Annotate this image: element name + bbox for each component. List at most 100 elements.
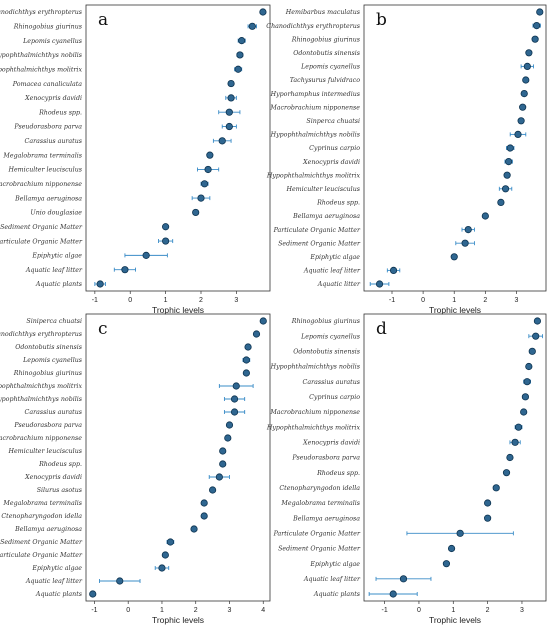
species-label: Hemibarbus maculatus [285, 9, 361, 16]
x-tick-label: 2 [486, 607, 490, 614]
species-label: Particulate Organic Matter [0, 552, 83, 559]
data-point [450, 253, 458, 261]
species-label: Lepomis cyanellus [22, 357, 83, 364]
data-point [230, 395, 239, 403]
data-point [259, 8, 267, 16]
panel-label: b [376, 10, 387, 30]
x-tick-label: 3 [228, 607, 232, 614]
data-point [225, 122, 233, 131]
species-label: Megalobrama terminalis [2, 152, 82, 159]
panel-label: c [98, 319, 108, 339]
species-label: Bellamya aeruginosa [292, 213, 360, 220]
species-label: Rhinogobius giurinus [13, 370, 83, 377]
species-label: Tachysurus fulvidraco [290, 77, 360, 84]
data-point [242, 369, 250, 377]
data-point [162, 223, 170, 231]
species-label: Sediment Organic Matter [278, 546, 361, 553]
data-point [389, 590, 397, 598]
species-label: Hypophthalmichthys molitrix [0, 66, 82, 73]
data-point [204, 165, 212, 174]
x-axis-label: Trophic levels [429, 305, 481, 315]
data-point [224, 434, 232, 442]
data-point [225, 108, 233, 116]
data-point [533, 21, 541, 30]
species-label: Pseudorasbora parva [291, 455, 360, 462]
x-tick-label: 4 [261, 607, 265, 614]
species-label: Silurus asotus [37, 487, 83, 494]
data-point [528, 347, 536, 355]
species-label: Odontobutis sinensis [293, 50, 361, 57]
species-label: Hypophthalmichthys nobilis [270, 132, 361, 139]
species-label: Sediment Organic Matter [278, 240, 361, 247]
data-point [375, 280, 384, 288]
species-label: Chanodichthys erythropterus [266, 23, 361, 30]
data-point [200, 499, 208, 507]
data-point [192, 208, 200, 217]
species-label: Aquatic leaf litter [25, 267, 83, 274]
species-label: Aquatic leaf litter [25, 578, 83, 585]
x-tick-label: 1 [160, 607, 164, 614]
data-point [209, 486, 217, 494]
data-point [158, 564, 166, 572]
species-label: Pomacea canaliculata [12, 81, 83, 88]
species-label: Bellamya aeruginosa [14, 195, 82, 202]
data-point [501, 185, 510, 193]
data-point [219, 460, 227, 468]
species-label: Aquatic plants [35, 591, 83, 598]
data-point [215, 473, 223, 481]
data-point [219, 447, 227, 455]
data-point [481, 212, 489, 220]
species-label: Carassius auratus [303, 379, 361, 386]
data-point [162, 237, 170, 245]
species-label: Hemiculter leucisculus [7, 167, 82, 174]
species-label: Pseudorasbora parva [13, 422, 82, 429]
x-axis-label: Trophic levels [152, 305, 204, 315]
data-point [252, 330, 261, 338]
data-point [166, 538, 175, 546]
species-label: Rhodeus spp. [38, 461, 82, 468]
species-label: Particulate Organic Matter [0, 238, 83, 245]
species-label: Ctenopharyngodon idella [1, 513, 82, 520]
data-point [399, 575, 408, 583]
data-point [484, 514, 492, 522]
x-tick-label: 2 [199, 297, 203, 304]
x-tick-label: 3 [514, 297, 518, 304]
x-tick-label: 1 [452, 297, 456, 304]
data-point [525, 49, 533, 57]
species-label: Macrobrachium nipponense [269, 409, 360, 416]
species-label: Xenocypris davidi [24, 95, 82, 102]
data-point [230, 408, 239, 416]
x-axis-label: Trophic levels [152, 615, 204, 625]
species-label: Hypophthalmichthys nobilis [270, 364, 361, 371]
data-point [523, 378, 531, 386]
panel-label: a [98, 10, 108, 30]
x-axis-label: Trophic levels [429, 615, 481, 625]
data-point [484, 499, 492, 507]
species-label: Megalobrama terminalis [280, 500, 360, 507]
species-label: Hypophthalmichthys molitrix [266, 424, 361, 431]
data-point [238, 37, 246, 45]
data-point [502, 469, 511, 477]
data-point [461, 239, 469, 247]
data-point [456, 529, 464, 537]
data-point [227, 94, 235, 102]
species-label: Aquatic plants [35, 281, 83, 288]
species-label: Particulate Organic Matter [273, 227, 361, 234]
x-tick-label: 0 [421, 297, 425, 304]
x-tick-label: -1 [381, 607, 387, 614]
data-point [533, 317, 542, 325]
species-label: Chanodichthys erythropterus [0, 331, 83, 338]
species-label: Epiphytic algae [309, 254, 360, 261]
plot-frame [85, 313, 271, 602]
species-label: Carassius auratus [25, 409, 83, 416]
x-tick-label: 2 [483, 297, 487, 304]
species-label: Epiphytic algae [309, 561, 360, 568]
species-label: Xenocypris davidi [24, 474, 82, 481]
data-point [506, 453, 514, 462]
data-point [464, 226, 472, 234]
species-label: Rhodeus spp. [316, 470, 360, 477]
data-point [523, 62, 531, 71]
species-label: Xenocypris davidi [302, 440, 360, 447]
species-label: Aquatic leaf litter [303, 268, 361, 275]
data-point [248, 22, 256, 30]
